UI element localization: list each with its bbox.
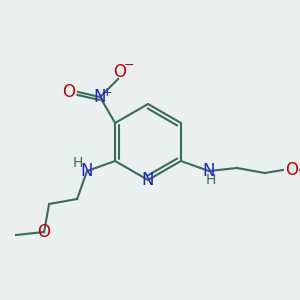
Text: H: H xyxy=(73,156,83,170)
Text: N: N xyxy=(203,162,215,180)
Text: −: − xyxy=(124,58,134,71)
Text: O: O xyxy=(63,83,76,101)
Text: N: N xyxy=(94,88,106,106)
Text: H: H xyxy=(206,173,216,187)
Text: O: O xyxy=(38,223,51,241)
Text: O: O xyxy=(285,161,298,179)
Text: N: N xyxy=(81,162,93,180)
Text: N: N xyxy=(142,171,154,189)
Text: O: O xyxy=(114,63,127,81)
Text: +: + xyxy=(102,85,112,98)
